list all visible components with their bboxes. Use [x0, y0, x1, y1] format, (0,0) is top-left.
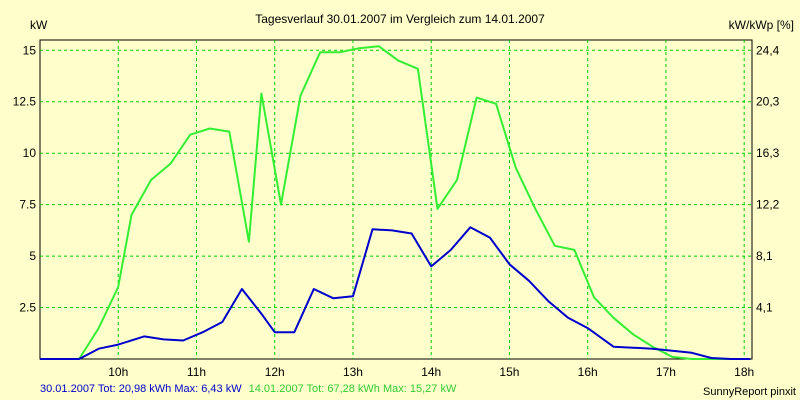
footer-text: 30.01.2007 Tot: 20,98 kWh Max: 6,43 kW 1…	[40, 383, 457, 395]
x-tick-label: 11h	[187, 365, 206, 379]
y-ticks-right: 4,1 8,1 12,2 16,3 20,3 24,4	[756, 43, 780, 314]
y-tick-label-left: 5	[29, 249, 36, 263]
x-tick-label: 16h	[578, 365, 598, 379]
y-tick-label-left: 7.5	[19, 198, 36, 212]
x-tick-label: 18h	[734, 365, 754, 379]
x-tick-label: 10h	[108, 365, 128, 379]
y-ticks-left: 2.5 5 7.5 10 12.5 15	[13, 43, 37, 314]
y-tick-label-left: 12.5	[13, 95, 37, 109]
series-layer	[40, 45, 751, 360]
y-tick-label-right: 8,1	[756, 249, 773, 263]
footer-series2-text: 14.01.2007 Tot: 67,28 kWh Max: 15,27 kW	[249, 383, 457, 395]
y-tick-label-right: 12,2	[756, 198, 780, 212]
y-tick-label-right: 16,3	[756, 146, 780, 160]
y-tick-label-left: 10	[23, 146, 37, 160]
y-tick-label-right: 20,3	[756, 95, 780, 109]
y-tick-label-right: 4,1	[756, 301, 773, 315]
x-tick-label: 15h	[499, 365, 519, 379]
y-axis-label-left: kW	[30, 18, 48, 32]
y-tick-label-right: 24,4	[756, 43, 780, 57]
y-axis-label-right: kW/kWp [%]	[729, 18, 794, 32]
x-tick-label: 14h	[421, 365, 441, 379]
series-line-14.01.2007	[40, 45, 751, 360]
grid	[40, 40, 752, 359]
y-tick-label-left: 15	[23, 43, 37, 57]
plot-area	[39, 39, 753, 360]
x-tick-label: 12h	[265, 365, 285, 379]
footer-series1-text: 30.01.2007 Tot: 20,98 kWh Max: 6,43 kW	[40, 383, 242, 395]
chart-title: Tagesverlauf 30.01.2007 im Vergleich zum…	[255, 12, 545, 26]
y-tick-label-left: 2.5	[19, 301, 36, 315]
footer-credit: SunnyReport pinxit	[703, 386, 796, 398]
series-line-30.01.2007	[40, 226, 751, 360]
x-tick-label: 17h	[656, 365, 676, 379]
x-ticks: 10h 11h 12h 13h 14h 15h 16h 17h 18h	[108, 365, 754, 379]
x-tick-label: 13h	[343, 365, 363, 379]
